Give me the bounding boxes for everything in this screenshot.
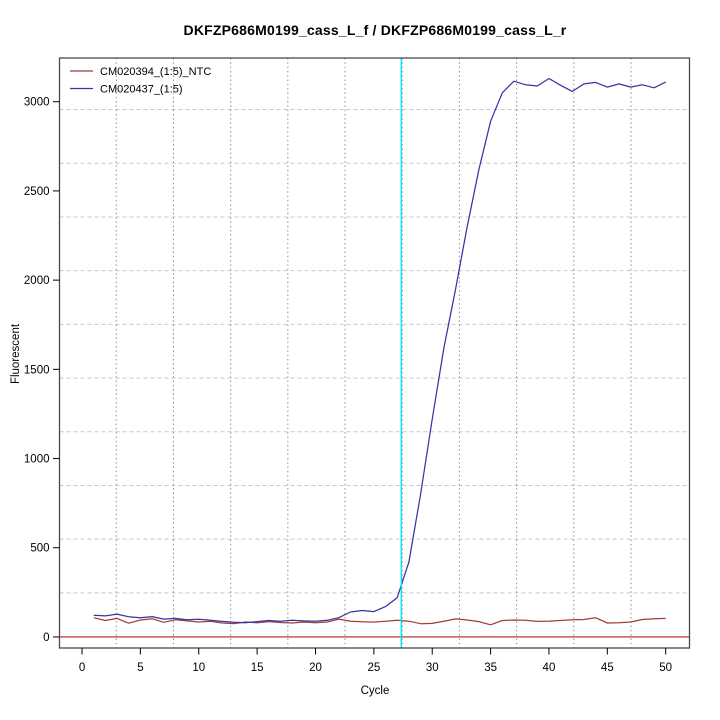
y-tick-label: 2000 [24,275,50,287]
x-tick-label: 0 [79,662,85,674]
x-tick-label: 30 [426,662,439,674]
x-tick-label: 45 [601,662,614,674]
y-tick-label: 3000 [24,97,50,109]
x-tick-label: 10 [192,662,205,674]
chart-title: DKFZP686M0199_cass_L_f / DKFZP686M0199_c… [183,22,567,38]
y-tick-label: 500 [30,543,49,555]
x-tick-label: 15 [251,662,264,674]
x-tick-label: 50 [659,662,672,674]
legend-label: CM020394_(1:5)_NTC [100,66,211,78]
y-tick-label: 1500 [24,364,50,376]
plot-frame [58,57,691,649]
y-tick-label: 2500 [24,186,50,198]
series-sample-line [93,77,666,624]
y-tick-label: 1000 [24,454,50,466]
x-tick-label: 25 [367,662,380,674]
x-tick-label: 20 [309,662,322,674]
legend-label: CM020437_(1:5) [100,83,183,95]
series-ntc-line [93,617,666,626]
x-tick-label: 40 [543,662,556,674]
x-axis-label: Cycle [360,685,390,697]
x-tick-label: 5 [137,662,143,674]
x-tick-label: 35 [484,662,497,674]
y-tick-label: 0 [43,632,49,644]
